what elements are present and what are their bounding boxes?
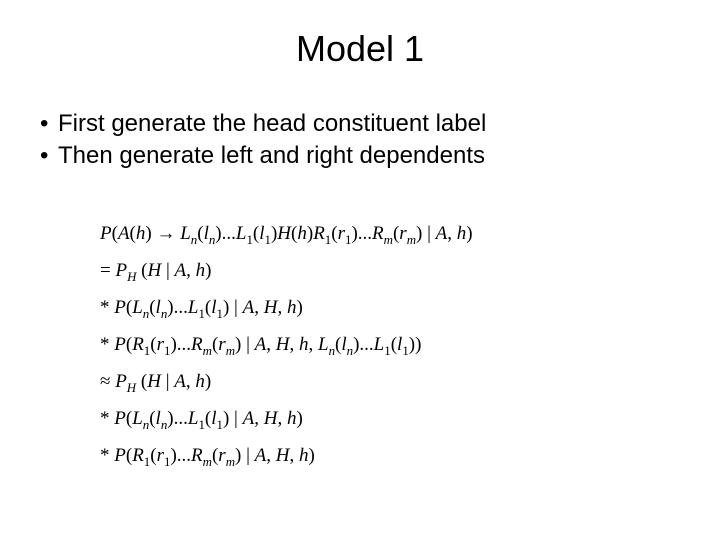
slide: Model 1 First generate the head constitu… bbox=[0, 0, 720, 540]
formula-line-6: * P(Ln(ln)...L1(l1) | A, H, h) bbox=[100, 400, 680, 437]
formula-line-7: * P(R1(r1)...Rm(rm) | A, H, h) bbox=[100, 437, 680, 474]
bullet-list: First generate the head constituent labe… bbox=[40, 108, 680, 173]
formula-line-1: P(A(h) → Ln(ln)...L1(l1)H(h)R1(r1)...Rm(… bbox=[100, 215, 680, 252]
formula-block: P(A(h) → Ln(ln)...L1(l1)H(h)R1(r1)...Rm(… bbox=[100, 215, 680, 474]
slide-title: Model 1 bbox=[40, 28, 680, 70]
formula-line-3: * P(Ln(ln)...L1(l1) | A, H, h) bbox=[100, 289, 680, 326]
bullet-item: Then generate left and right dependents bbox=[40, 140, 680, 172]
formula-line-2: = PH (H | A, h) bbox=[100, 252, 680, 289]
bullet-item: First generate the head constituent labe… bbox=[40, 108, 680, 140]
formula-line-4: * P(R1(r1)...Rm(rm) | A, H, h, Ln(ln)...… bbox=[100, 326, 680, 363]
formula-line-5: ≈ PH (H | A, h) bbox=[100, 363, 680, 400]
